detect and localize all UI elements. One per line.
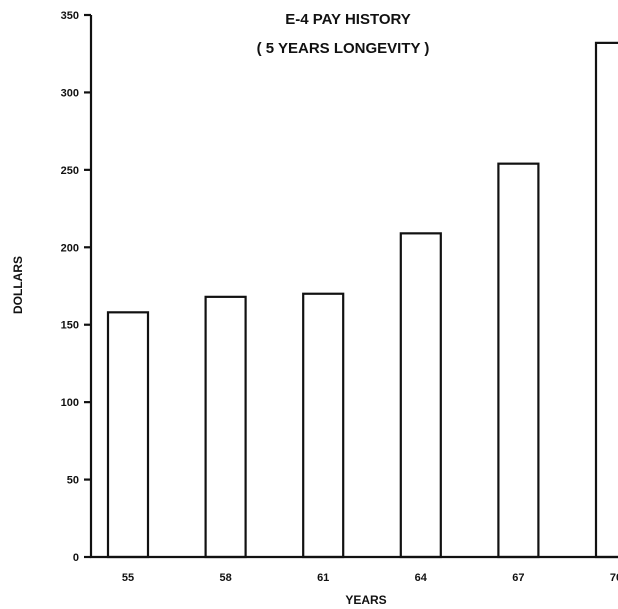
chart-subtitle: ( 5 YEARS LONGEVITY )	[257, 40, 430, 57]
y-tick-label: 250	[61, 165, 79, 177]
bar-58	[204, 295, 247, 559]
x-tick-label: 61	[317, 572, 329, 584]
chart-title: E-4 PAY HISTORY	[285, 11, 411, 28]
x-axis-ticks: 55 58 61 64 67 70	[122, 572, 618, 584]
y-tick-label: 200	[61, 242, 79, 254]
bar-55	[106, 311, 150, 559]
x-tick-label: 55	[122, 572, 134, 584]
x-tick-label: 58	[219, 572, 231, 584]
bar-67	[497, 162, 540, 559]
bars-group	[106, 41, 618, 559]
bar-61	[302, 292, 345, 559]
y-tick-label: 50	[67, 475, 79, 487]
y-tick-label: 100	[61, 397, 79, 409]
y-axis-label: DOLLARS	[11, 256, 25, 314]
x-tick-label: 70	[610, 572, 618, 584]
y-tick-label: 0	[73, 552, 79, 564]
y-tick-label: 150	[61, 320, 79, 332]
axis-lines	[89, 15, 618, 559]
bar-64	[399, 232, 442, 559]
y-tick-label: 350	[61, 10, 79, 22]
bar-70	[594, 41, 618, 559]
x-tick-label: 64	[415, 572, 428, 584]
x-tick-label: 67	[512, 572, 524, 584]
x-axis-label: YEARS	[345, 593, 386, 607]
y-axis-ticks: 0 50 100 150 200 250 300 350	[61, 10, 91, 564]
y-tick-label: 300	[61, 87, 79, 99]
